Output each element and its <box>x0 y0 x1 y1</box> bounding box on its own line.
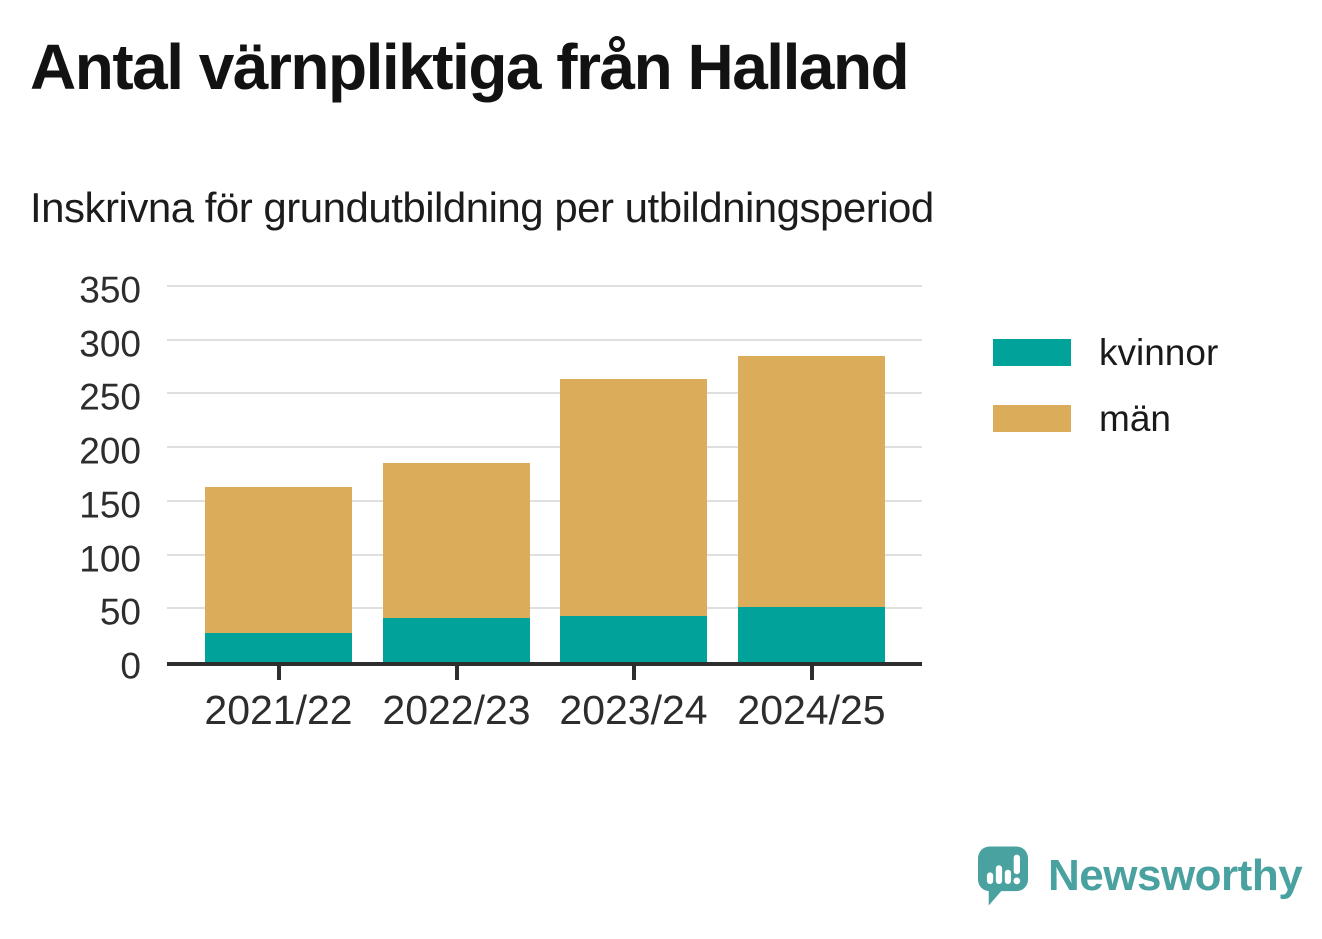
gridline-50 <box>167 607 922 610</box>
newsworthy-wordmark: Newsworthy <box>1048 851 1303 900</box>
y-tick-label-250: 250 <box>79 376 141 418</box>
y-tick-label-200: 200 <box>79 430 141 472</box>
y-axis-labels: 0 50 100 150 200 250 300 350 <box>30 272 155 685</box>
segment-kvinnor-2024/25 <box>738 607 885 662</box>
chart-subtitle: Inskrivna för grundutbildning per utbild… <box>30 184 934 231</box>
y-tick-label-0: 0 <box>120 645 141 687</box>
x-axis-tick-2023/24 <box>631 666 636 680</box>
y-tick-label-100: 100 <box>79 538 141 580</box>
gridline-200 <box>167 446 922 449</box>
legend-label-man: män <box>1099 398 1171 439</box>
newsworthy-branding: Newsworthy <box>978 846 1303 906</box>
gridline-350 <box>167 285 922 287</box>
segment-kvinnor-2021/22 <box>205 633 352 662</box>
gridline-100 <box>167 553 922 556</box>
legend-item-kvinnor: kvinnor <box>993 334 1218 371</box>
legend-swatch-man <box>993 405 1071 432</box>
legend-item-man: män <box>993 400 1218 437</box>
gridline-300 <box>167 338 922 341</box>
segment-man-2024/25 <box>738 355 885 608</box>
y-tick-label-350: 350 <box>79 269 141 311</box>
bar-2023/24 <box>560 379 707 662</box>
x-axis-labels: 2021/22 2022/23 2023/24 2024/25 <box>167 690 922 740</box>
segment-man-2023/24 <box>560 379 707 616</box>
legend-label-kvinnor: kvinnor <box>1099 332 1219 373</box>
y-tick-label-50: 50 <box>99 591 141 633</box>
y-tick-label-150: 150 <box>79 484 141 526</box>
x-axis-tick-2021/22 <box>276 666 281 680</box>
x-tick-label-2023/24: 2023/24 <box>559 687 708 733</box>
x-axis-tick-2022/23 <box>454 666 459 680</box>
segment-man-2021/22 <box>205 486 352 633</box>
x-tick-label-2022/23: 2022/23 <box>382 687 531 733</box>
segment-kvinnor-2023/24 <box>560 615 707 662</box>
segment-kvinnor-2022/23 <box>383 617 530 662</box>
x-axis-tick-2024/25 <box>809 666 814 680</box>
bar-2022/23 <box>383 463 530 662</box>
legend-swatch-kvinnor <box>993 339 1071 366</box>
gridline-250 <box>167 392 922 395</box>
plot-area <box>167 285 922 680</box>
newsworthy-logo-icon <box>978 846 1028 906</box>
bar-2021/22 <box>205 486 352 662</box>
chart-title: Antal värnpliktiga från Halland <box>30 31 910 103</box>
segment-man-2022/23 <box>383 463 530 618</box>
x-tick-label-2024/25: 2024/25 <box>737 687 886 733</box>
y-tick-label-300: 300 <box>79 323 141 365</box>
bar-2024/25 <box>738 355 885 662</box>
legend: kvinnor män <box>993 334 1218 466</box>
gridline-150 <box>167 499 922 502</box>
x-tick-label-2021/22: 2021/22 <box>204 687 353 733</box>
